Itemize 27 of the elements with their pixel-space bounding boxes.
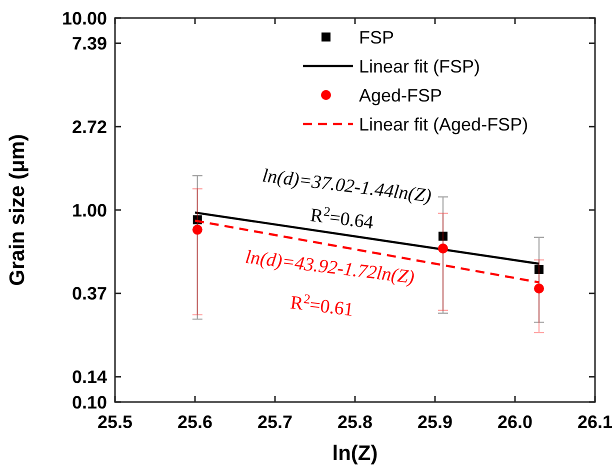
y-tick-label: 0.10	[72, 392, 107, 412]
y-tick-label: 0.37	[72, 284, 107, 304]
legend-label: FSP	[359, 27, 394, 48]
point	[438, 232, 448, 241]
y-tick-label: 0.14	[72, 367, 107, 388]
point	[192, 224, 202, 235]
y-tick-label: 2.72	[72, 116, 107, 137]
x-tick-label: 26.1	[577, 412, 613, 432]
x-tick-label: 25.9	[417, 412, 453, 432]
annotation: R$^{2}$=0.64	[309, 203, 376, 234]
point	[534, 264, 544, 274]
x-tick-label: 26.0	[497, 412, 533, 432]
x-tick-label: 25.8	[337, 412, 373, 432]
legend-label: Linear fit (Aged-FSP)	[359, 114, 528, 134]
x-tick-label: 25.6	[177, 412, 213, 432]
point	[438, 244, 448, 254]
annotation: R$^{2}$=0.61	[289, 290, 355, 321]
legend-label: Aged-FSP	[359, 85, 442, 106]
point	[534, 284, 544, 294]
y-tick-label: 7.39	[72, 34, 107, 54]
y-tick-label: 1.00	[72, 200, 107, 220]
y-tick-label: 10.00	[62, 8, 107, 28]
y-axis-title: Grain size (μm)	[6, 134, 29, 286]
x-tick-label: 25.5	[97, 412, 133, 432]
legend-label: Linear fit (FSP)	[359, 56, 480, 76]
x-tick-label: 25.7	[257, 412, 293, 432]
x-axis-title: ln(Z)	[332, 442, 378, 465]
